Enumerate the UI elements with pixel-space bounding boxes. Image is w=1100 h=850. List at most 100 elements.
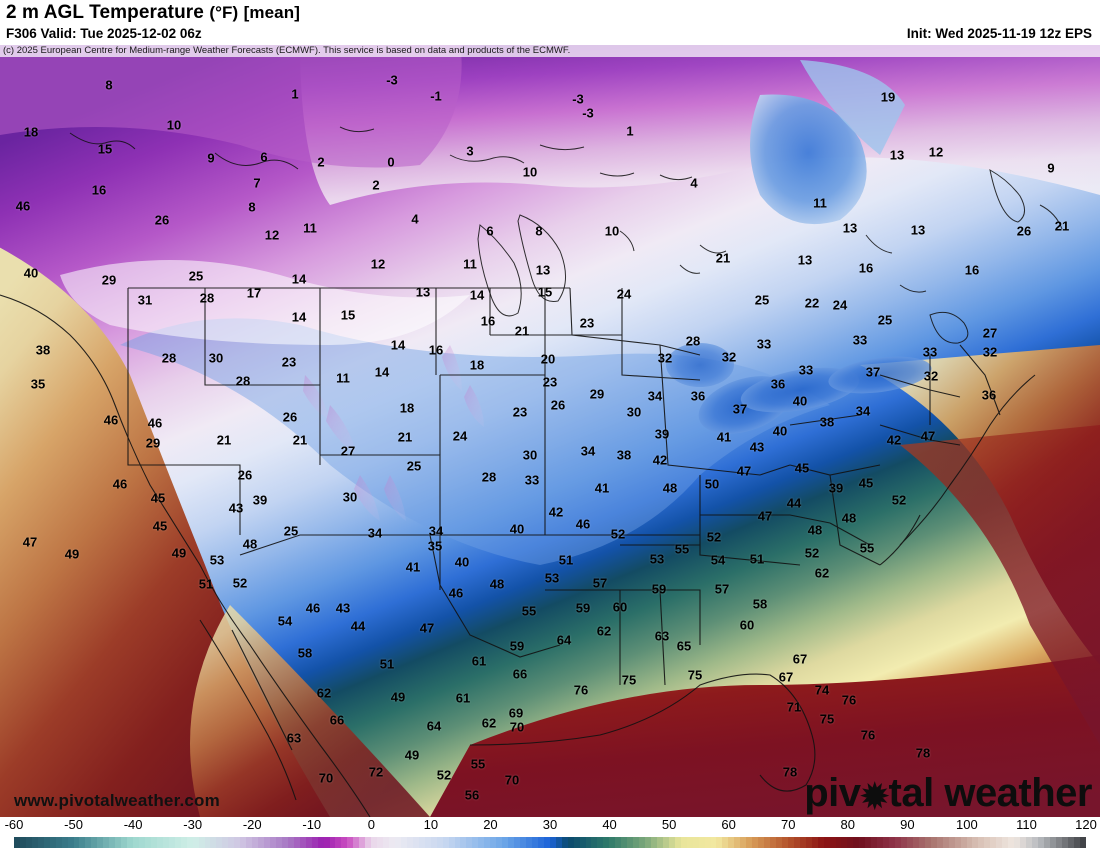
- colorbar-segment: [127, 837, 134, 848]
- colorbar-segment: [960, 837, 967, 848]
- colorbar-segment: [662, 837, 669, 848]
- colorbar-segment: [246, 837, 253, 848]
- colorbar-segment: [722, 837, 729, 848]
- colorbar-tick-label: -30: [183, 817, 203, 832]
- colorbar-tick-label: 120: [1075, 817, 1097, 832]
- colorbar-segment: [865, 837, 872, 848]
- colorbar-segment: [216, 837, 223, 848]
- brand-pre: piv: [804, 771, 861, 815]
- colorbar-segment: [67, 837, 74, 848]
- colorbar-segment: [436, 837, 443, 848]
- colorbar-tick-label: -40: [123, 817, 143, 832]
- colorbar-segment: [258, 837, 265, 848]
- colorbar-segment: [502, 837, 509, 848]
- colorbar-segment: [192, 837, 199, 848]
- colorbar-segment: [591, 837, 598, 848]
- colorbar-segment: [645, 837, 651, 848]
- temperature-map[interactable]: 8 1 -3 -1 -3 18 10 15 9 6 2 2 0 3 10 -3 1 4 11 19 13 12 9 16 7 8 2…: [0, 45, 1100, 817]
- colorbar-segment: [918, 837, 925, 848]
- colorbar-ticks: -60 -50 -40 -30 -20 -10 0 10 20 30 40 50 60 70 80 90 100…: [0, 817, 1100, 835]
- colorbar-segment: [954, 837, 961, 848]
- colorbar-segment: [776, 837, 782, 848]
- colorbar-segment: [895, 837, 902, 848]
- colorbar-segment: [817, 837, 824, 848]
- colorbar-segment: [764, 837, 771, 848]
- colorbar-segment: [299, 837, 306, 848]
- colorbar-segment: [805, 837, 812, 848]
- colorbar-segment: [650, 837, 657, 848]
- colorbar-segment: [377, 837, 384, 848]
- colorbar-segment: [531, 837, 538, 848]
- colorbar-segment: [639, 837, 646, 848]
- colorbar-segment: [222, 837, 229, 848]
- colorbar-segment: [924, 837, 931, 848]
- colorbar-segment: [770, 837, 776, 848]
- colorbar-segment: [537, 837, 544, 848]
- colorbar-segment: [115, 837, 122, 848]
- colorbar-segment: [621, 837, 628, 848]
- colorbar-segment: [305, 837, 312, 848]
- colorbar-segment: [329, 837, 336, 848]
- colorbar-segment: [156, 837, 163, 848]
- colorbar-segment: [335, 837, 342, 848]
- colorbar-gradient[interactable]: [14, 837, 1086, 848]
- colorbar-segment: [210, 837, 217, 848]
- brand-post: tal weather: [888, 771, 1093, 815]
- colorbar-segment: [43, 837, 50, 848]
- colorbar-segment: [323, 837, 330, 848]
- colorbar-segment: [615, 837, 622, 848]
- colorbar-segment: [1026, 837, 1032, 848]
- colorbar-segment: [525, 837, 532, 848]
- colorbar-segment: [1008, 837, 1015, 848]
- colorbar-segment: [1079, 837, 1086, 848]
- colorbar-segment: [877, 837, 884, 848]
- colorbar-tick-label: -50: [64, 817, 83, 832]
- colorbar-segment: [317, 837, 324, 848]
- colorbar-segment: [573, 837, 580, 848]
- colorbar-segment: [97, 837, 104, 848]
- colorbar-segment: [14, 837, 20, 848]
- colorbar-segment: [341, 837, 348, 848]
- colorbar-segment: [978, 837, 985, 848]
- colorbar-segment: [269, 837, 276, 848]
- colorbar-segment: [627, 837, 634, 848]
- title-unit: (°F): [209, 3, 239, 22]
- colorbar-segment: [567, 837, 574, 848]
- colorbar-segment: [752, 837, 759, 848]
- colorbar-segment: [930, 837, 937, 848]
- colorbar-segment: [91, 837, 98, 848]
- colorbar-segment: [180, 837, 187, 848]
- colorbar-segment: [103, 837, 110, 848]
- colorbar-segment: [275, 837, 282, 848]
- colorbar-segment: [841, 837, 848, 848]
- colorbar-segment: [633, 837, 640, 848]
- colorbar-segment: [418, 837, 425, 848]
- colorbar-segment: [859, 837, 866, 848]
- colorbar-segment: [668, 837, 675, 848]
- colorbar-segment: [597, 837, 604, 848]
- colorbar-segment: [1049, 837, 1056, 848]
- colorbar-tick-label: 110: [1016, 817, 1037, 832]
- colorbar-segment: [430, 837, 437, 848]
- colorbar-segment: [883, 837, 890, 848]
- colorbar-segment: [347, 837, 354, 848]
- colorbar-segment: [1055, 837, 1062, 848]
- colorbar-tick-label: -20: [242, 817, 262, 832]
- page-title: 2 m AGL Temperature (°F) [mean]: [6, 2, 300, 24]
- colorbar-segment: [365, 837, 372, 848]
- colorbar-segment: [281, 837, 288, 848]
- colorbar-segment: [19, 837, 26, 848]
- colorbar-tick-label: 30: [542, 817, 558, 832]
- title-main: 2 m AGL Temperature: [6, 2, 204, 23]
- colorbar-segment: [936, 837, 943, 848]
- colorbar-segment: [996, 837, 1003, 848]
- colorbar-tick-label: 70: [780, 817, 796, 832]
- colorbar-segment: [966, 837, 973, 848]
- colorbar-tick-label: 90: [900, 817, 915, 832]
- colorbar-segment: [901, 837, 907, 848]
- colorbar-tick-label: 60: [721, 817, 736, 832]
- colorbar-segment: [133, 837, 140, 848]
- colorbar-segment: [734, 837, 741, 848]
- colorbar-segment: [1061, 837, 1068, 848]
- colorbar-segment: [359, 837, 366, 848]
